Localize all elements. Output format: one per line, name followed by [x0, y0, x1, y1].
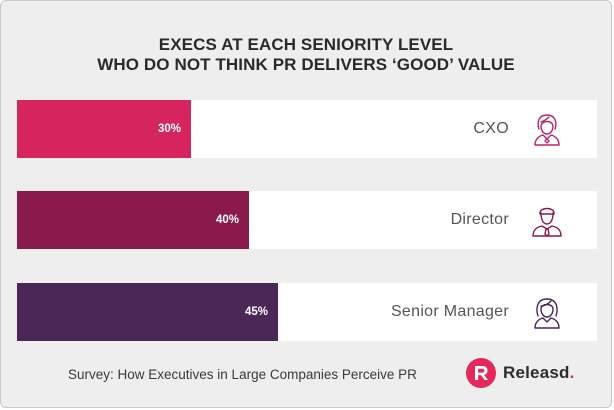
brand-name: Releasd. — [503, 363, 575, 383]
category-label: Senior Manager — [390, 303, 509, 320]
bar: 40% — [17, 191, 249, 249]
brand: Releasd. — [466, 357, 575, 389]
chart-title-line-2: WHO DO NOT THINK PR DELIVERS ‘GOOD’ VALU… — [97, 55, 515, 74]
releasd-logo-icon — [466, 358, 496, 388]
bar-value-label: 40% — [215, 214, 239, 226]
female-manager-icon — [527, 292, 567, 332]
bar: 30% — [17, 100, 191, 158]
category-label: Director — [450, 211, 509, 228]
brand-name-text: Releasd — [503, 363, 570, 382]
bar-row: 40% Director — [17, 191, 597, 249]
chart-title: EXECS AT EACH SENIORITY LEVEL WHO DO NOT… — [1, 35, 611, 75]
male-director-icon — [527, 200, 567, 240]
bar-value-label: 30% — [157, 123, 181, 135]
survey-source: Survey: How Executives in Large Companie… — [68, 367, 417, 382]
bar-row: 45% Senior Manager — [17, 283, 597, 341]
category-label: CXO — [473, 120, 509, 137]
brand-dot: . — [569, 363, 575, 382]
bar-row: 30% CXO — [17, 100, 597, 158]
female-executive-icon — [527, 109, 567, 149]
chart-title-line-1: EXECS AT EACH SENIORITY LEVEL — [158, 35, 454, 54]
bar: 45% — [17, 283, 278, 341]
bar-value-label: 45% — [244, 306, 268, 318]
